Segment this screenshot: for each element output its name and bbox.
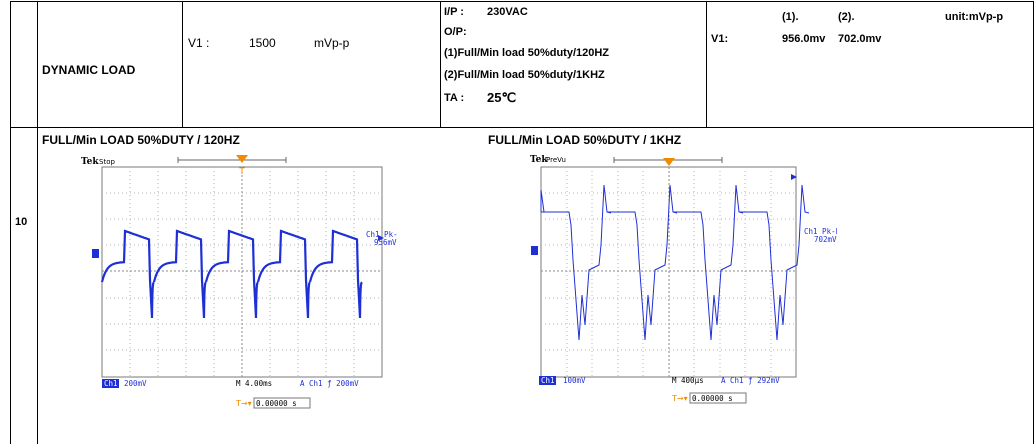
- result-row-label: V1:: [711, 33, 728, 45]
- scope-1-channel-label: Ch1: [104, 379, 118, 388]
- svg-text:T→▾: T→▾: [235, 399, 252, 408]
- scope-1-trigger-info: A Ch1 ƒ 200mV: [300, 379, 359, 388]
- scope-1-measurement-value: 956mV: [374, 238, 397, 247]
- scope-2-timebase: M 400µs: [672, 376, 704, 385]
- result-value-2: 702.0mv: [838, 33, 881, 45]
- scope-1-screen: T Tek Stop Ch1 Pk-Pk 956mV Ch1 200mV M 4…: [78, 150, 398, 415]
- spec-label: V1 :: [188, 36, 209, 50]
- scope-1-record-bar: [178, 157, 286, 163]
- capture-1-title: FULL/Min LOAD 50%DUTY / 120HZ: [42, 133, 240, 147]
- result-col-2-header: (2).: [838, 11, 855, 23]
- ip-label: I/P :: [444, 6, 464, 18]
- scope-2-status: PreVu: [546, 156, 566, 164]
- oscilloscope-capture-2: Tek PreVu Ch1 Pk-Pk 702mV Ch1 100mV M 40…: [517, 150, 837, 415]
- result-value-1: 956.0mv: [782, 33, 825, 45]
- number-column-border: [37, 1, 38, 444]
- scope-1-waveform: [102, 231, 362, 318]
- op-line-2: (2)Full/Min load 50%duty/1KHZ: [444, 69, 605, 81]
- spec-value: 1500: [249, 36, 276, 50]
- ta-value: 25℃: [487, 90, 516, 106]
- oscilloscope-capture-1: T Tek Stop Ch1 Pk-Pk 956mV Ch1 200mV M 4…: [78, 150, 398, 415]
- spec-unit: mVp-p: [314, 36, 349, 50]
- scope-2-screen: Tek PreVu Ch1 Pk-Pk 702mV Ch1 100mV M 40…: [517, 150, 837, 415]
- scope-2-channel-label: Ch1: [541, 376, 555, 385]
- scope-1-time-offset: 0.00000 s: [256, 399, 297, 408]
- scope-2-trigger-info: A Ch1 ƒ 292mV: [721, 376, 780, 385]
- row-number: 10: [15, 216, 27, 228]
- scope-2-channel-marker: [531, 246, 538, 255]
- scope-2-trigger-marker: [663, 158, 675, 166]
- scope-1-graticule: [102, 167, 382, 377]
- result-unit: unit:mVp-p: [945, 11, 1003, 23]
- table-top-border: [10, 1, 1034, 2]
- scope-2-channel-scale: 100mV: [563, 376, 586, 385]
- scope-1-channel-marker: [92, 249, 99, 258]
- scope-2-graticule: [541, 167, 796, 377]
- op-line-1: (1)Full/Min load 50%duty/120HZ: [444, 47, 609, 59]
- ip-value: 230VAC: [487, 6, 528, 18]
- capture-2-title: FULL/Min LOAD 50%DUTY / 1KHZ: [488, 133, 681, 147]
- table-left-border: [10, 1, 11, 444]
- scope-1-channel-scale: 200mV: [124, 379, 147, 388]
- scope-2-time-offset: 0.00000 s: [692, 394, 733, 403]
- scope-2-measurement-value: 702mV: [814, 235, 837, 244]
- scope-2-waveform: [541, 185, 809, 340]
- table-right-border: [1033, 1, 1034, 444]
- result-col-1-header: (1).: [782, 11, 799, 23]
- scope-1-brand: Tek: [81, 157, 99, 167]
- test-name: DYNAMIC LOAD: [42, 63, 135, 77]
- conditions-column-border: [440, 1, 441, 127]
- header-bottom-border: [10, 127, 1034, 128]
- results-column-border: [706, 1, 707, 127]
- ta-label: TA :: [444, 92, 464, 104]
- spec-column-border: [182, 1, 183, 127]
- svg-text:T: T: [238, 167, 245, 177]
- scope-1-trigger-marker: [236, 155, 248, 163]
- svg-text:T→▾: T→▾: [671, 394, 688, 403]
- scope-1-timebase: M 4.00ms: [236, 379, 272, 388]
- op-label: O/P:: [444, 26, 467, 38]
- scope-1-status: Stop: [99, 158, 115, 166]
